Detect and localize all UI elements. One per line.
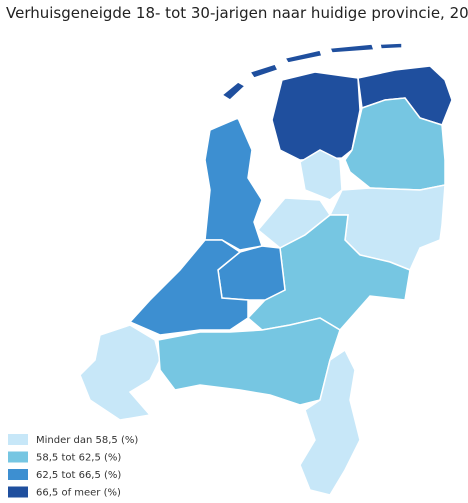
province xyxy=(299,348,361,496)
legend-swatch xyxy=(8,434,28,445)
legend: Minder dan 58,5 (%) 58,5 tot 62,5 (%) 62,5… xyxy=(8,434,138,499)
legend-label: Minder dan 58,5 (%) xyxy=(36,435,138,446)
island xyxy=(283,49,323,64)
province xyxy=(299,149,343,201)
island xyxy=(248,63,280,79)
title: Verhuisgeneigde 18- tot 30-jarigen naar … xyxy=(6,4,468,22)
province xyxy=(128,239,249,336)
province xyxy=(204,117,263,251)
legend-label: 62,5 tot 66,5 (%) xyxy=(36,470,121,481)
provinces xyxy=(79,42,453,496)
legend-swatch xyxy=(8,469,28,480)
legend-swatch xyxy=(8,451,28,463)
island xyxy=(328,43,376,54)
province xyxy=(246,214,411,331)
province xyxy=(271,71,361,161)
legend-label: 58,5 tot 62,5 (%) xyxy=(36,453,121,464)
province xyxy=(79,324,161,421)
island xyxy=(379,42,403,50)
legend-swatch xyxy=(8,486,28,498)
island xyxy=(220,81,247,101)
legend-label: 66,5 of meer (%) xyxy=(36,488,121,499)
